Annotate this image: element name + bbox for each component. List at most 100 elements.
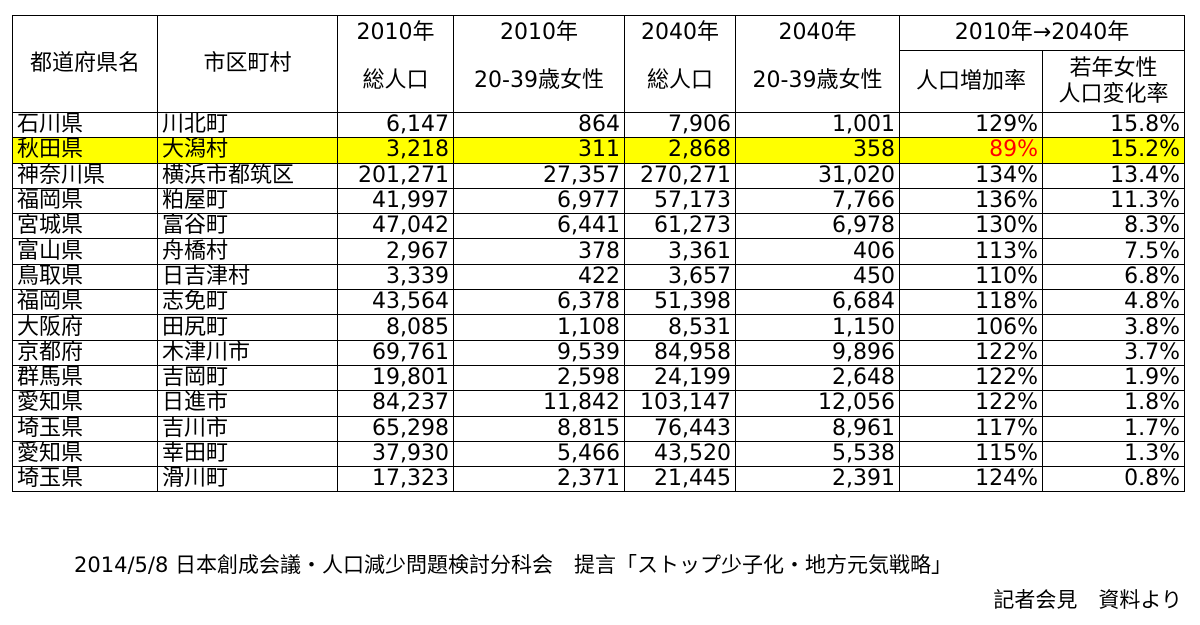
cell-women2040: 2,648: [735, 364, 900, 392]
table-row: 福岡県 粕屋町 41,997 6,977 57,173 7,766 136% 11.3%: [12, 187, 1186, 215]
population-table: 都道府県名 市区町村 2010年 2010年 2040年 2040年 2010年…: [12, 15, 1186, 493]
cell-women-change: 11.3%: [1041, 187, 1186, 215]
cell-city: 川北町: [157, 111, 338, 139]
cell-women2010: 6,977: [453, 187, 625, 215]
cell-pref: 群馬県: [12, 364, 158, 392]
cell-women-change: 6.8%: [1041, 263, 1186, 291]
cell-women2010: 27,357: [453, 162, 625, 189]
cell-women-change: 3.8%: [1041, 314, 1186, 341]
cell-pop2010: 69,761: [337, 339, 454, 366]
cell-city: 富谷町: [157, 213, 338, 240]
cell-pop2010: 19,801: [337, 364, 454, 392]
table-row: 神奈川県 横浜市都筑区 201,271 27,357 270,271 31,020 134%…: [12, 162, 1186, 189]
cell-women2040: 2,391: [735, 466, 900, 493]
cell-pop2010: 47,042: [337, 213, 454, 240]
cell-growth: 134%: [899, 162, 1043, 189]
cell-pref: 鳥取県: [12, 263, 158, 291]
cell-women2040: 450: [735, 263, 900, 291]
cell-city: 田尻町: [157, 314, 338, 341]
cell-pref: 愛知県: [12, 390, 158, 417]
cell-women-change: 4.8%: [1041, 289, 1186, 316]
cell-city: 木津川市: [157, 339, 338, 366]
header-women-change-line2: 人口変化率: [1058, 81, 1169, 107]
header-pop2010-year: 2010年: [337, 15, 454, 51]
cell-women2010: 2,598: [453, 364, 625, 392]
cell-women2010: 2,371: [453, 466, 625, 493]
table-header: 都道府県名 市区町村 2010年 2010年 2040年 2040年 2010年…: [12, 15, 1186, 113]
table-row: 愛知県 幸田町 37,930 5,466 43,520 5,538 115% 1.3%: [12, 440, 1186, 468]
cell-women2040: 31,020: [735, 162, 900, 189]
cell-pop2040: 61,273: [624, 213, 736, 240]
cell-women2040: 6,684: [735, 289, 900, 316]
cell-growth: 115%: [899, 440, 1043, 468]
cell-city: 滑川町: [157, 466, 338, 493]
header-pop2040-label: 総人口: [624, 50, 736, 113]
table-row: 石川県 川北町 6,147 864 7,906 1,001 129% 15.8%: [12, 111, 1186, 139]
cell-growth: 118%: [899, 289, 1043, 316]
cell-women-change: 1.9%: [1041, 364, 1186, 392]
cell-growth: 122%: [899, 364, 1043, 392]
cell-pop2010: 65,298: [337, 415, 454, 442]
header-pop2010-label: 総人口: [337, 50, 454, 113]
cell-pref: 石川県: [12, 111, 158, 139]
cell-women-change: 13.4%: [1041, 162, 1186, 189]
cell-women2010: 864: [453, 111, 625, 139]
cell-pref: 神奈川県: [12, 162, 158, 189]
cell-women2010: 422: [453, 263, 625, 291]
header-change-span: 2010年→2040年: [898, 15, 1186, 51]
cell-growth: 117%: [899, 415, 1043, 442]
table-row: 埼玉県 吉川市 65,298 8,815 76,443 8,961 117% 1.7%: [12, 415, 1186, 442]
cell-pop2010: 37,930: [337, 440, 454, 468]
cell-women2040: 12,056: [735, 390, 900, 417]
table-row: 京都府 木津川市 69,761 9,539 84,958 9,896 122% 3.7%: [12, 339, 1186, 366]
cell-city: 日進市: [157, 390, 338, 417]
cell-women-change: 0.8%: [1041, 466, 1186, 493]
table-row: 秋田県 大潟村 3,218 311 2,868 358 89% 15.2%: [12, 137, 1186, 164]
cell-pop2010: 6,147: [337, 111, 454, 139]
cell-women2010: 5,466: [453, 440, 625, 468]
cell-growth: 124%: [899, 466, 1043, 493]
cell-pref: 福岡県: [12, 289, 158, 316]
cell-pref: 大阪府: [12, 314, 158, 341]
cell-city: 日吉津村: [157, 263, 338, 291]
header-city: 市区町村: [157, 15, 338, 113]
cell-growth: 136%: [899, 187, 1043, 215]
table-row: 富山県 舟橋村 2,967 378 3,361 406 113% 7.5%: [12, 238, 1186, 265]
cell-women2040: 1,001: [735, 111, 900, 139]
cell-pop2040: 2,868: [624, 137, 736, 164]
header-pop2040-year: 2040年: [624, 15, 736, 51]
cell-pop2010: 17,323: [337, 466, 454, 493]
cell-women2040: 1,150: [735, 314, 900, 341]
cell-women2040: 5,538: [735, 440, 900, 468]
cell-women2010: 6,441: [453, 213, 625, 240]
cell-pop2040: 103,147: [624, 390, 736, 417]
cell-women-change: 15.8%: [1041, 111, 1186, 139]
cell-women-change: 1.7%: [1041, 415, 1186, 442]
cell-growth: 106%: [899, 314, 1043, 341]
cell-pop2010: 8,085: [337, 314, 454, 341]
source-note: 2014/5/8 日本創成会議・人口減少問題検討分科会 提言「ストップ少子化・地…: [74, 553, 952, 577]
cell-pop2040: 51,398: [624, 289, 736, 316]
cell-pop2010: 3,339: [337, 263, 454, 291]
cell-women-change: 3.7%: [1041, 339, 1186, 366]
cell-pop2010: 201,271: [337, 162, 454, 189]
table-body: 石川県 川北町 6,147 864 7,906 1,001 129% 15.8% 秋田県 大潟村 3…: [12, 111, 1186, 493]
cell-women2010: 11,842: [453, 390, 625, 417]
cell-women2040: 6,978: [735, 213, 900, 240]
cell-city: 舟橋村: [157, 238, 338, 265]
cell-growth: 129%: [899, 111, 1043, 139]
cell-pop2040: 43,520: [624, 440, 736, 468]
header-women-change: 若年女性 人口変化率: [1041, 50, 1186, 113]
table-row: 鳥取県 日吉津村 3,339 422 3,657 450 110% 6.8%: [12, 263, 1186, 291]
table-row: 群馬県 吉岡町 19,801 2,598 24,199 2,648 122% 1.9%: [12, 364, 1186, 392]
header-growth: 人口増加率: [899, 50, 1043, 113]
cell-pref: 愛知県: [12, 440, 158, 468]
cell-pop2040: 3,361: [624, 238, 736, 265]
cell-women2040: 9,896: [735, 339, 900, 366]
cell-women-change: 8.3%: [1041, 213, 1186, 240]
cell-women2010: 9,539: [453, 339, 625, 366]
cell-pop2040: 84,958: [624, 339, 736, 366]
cell-pop2010: 41,997: [337, 187, 454, 215]
cell-pop2010: 84,237: [337, 390, 454, 417]
cell-pref: 京都府: [12, 339, 158, 366]
